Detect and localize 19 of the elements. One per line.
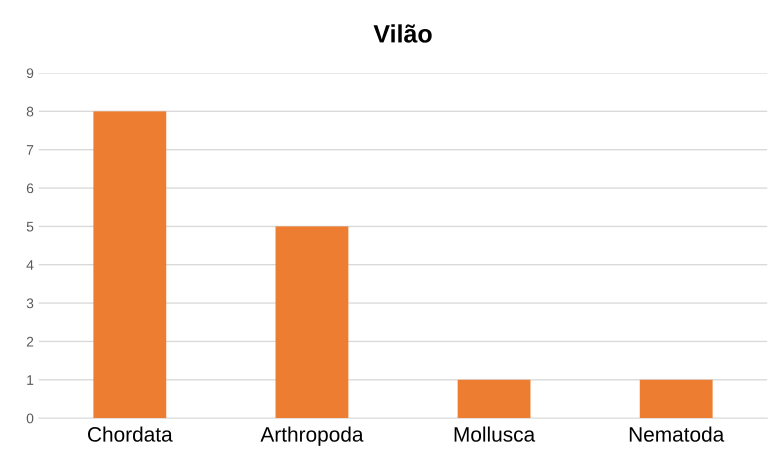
bar bbox=[276, 226, 348, 418]
y-tick-label: 7 bbox=[26, 145, 34, 155]
y-tick-label: 0 bbox=[26, 413, 34, 424]
chart-title: Vilão bbox=[374, 24, 432, 43]
bar bbox=[458, 380, 530, 418]
y-tick-label: 5 bbox=[26, 222, 34, 232]
bar bbox=[640, 380, 713, 418]
y-tick-label: 6 bbox=[26, 183, 34, 194]
y-tick-label: 4 bbox=[26, 260, 34, 270]
y-tick-label: 2 bbox=[26, 336, 34, 346]
y-tick-label: 3 bbox=[26, 298, 34, 308]
x-tick-label: Nematoda bbox=[630, 426, 724, 442]
y-tick-label: 1 bbox=[27, 375, 34, 385]
x-tick-label: Chordata bbox=[88, 426, 173, 442]
y-tick-label: 8 bbox=[26, 106, 34, 116]
bar bbox=[93, 111, 166, 418]
x-tick-label: Mollusca bbox=[454, 426, 536, 442]
y-tick-label: 9 bbox=[26, 68, 34, 78]
x-tick-label: Arthropoda bbox=[260, 426, 364, 446]
